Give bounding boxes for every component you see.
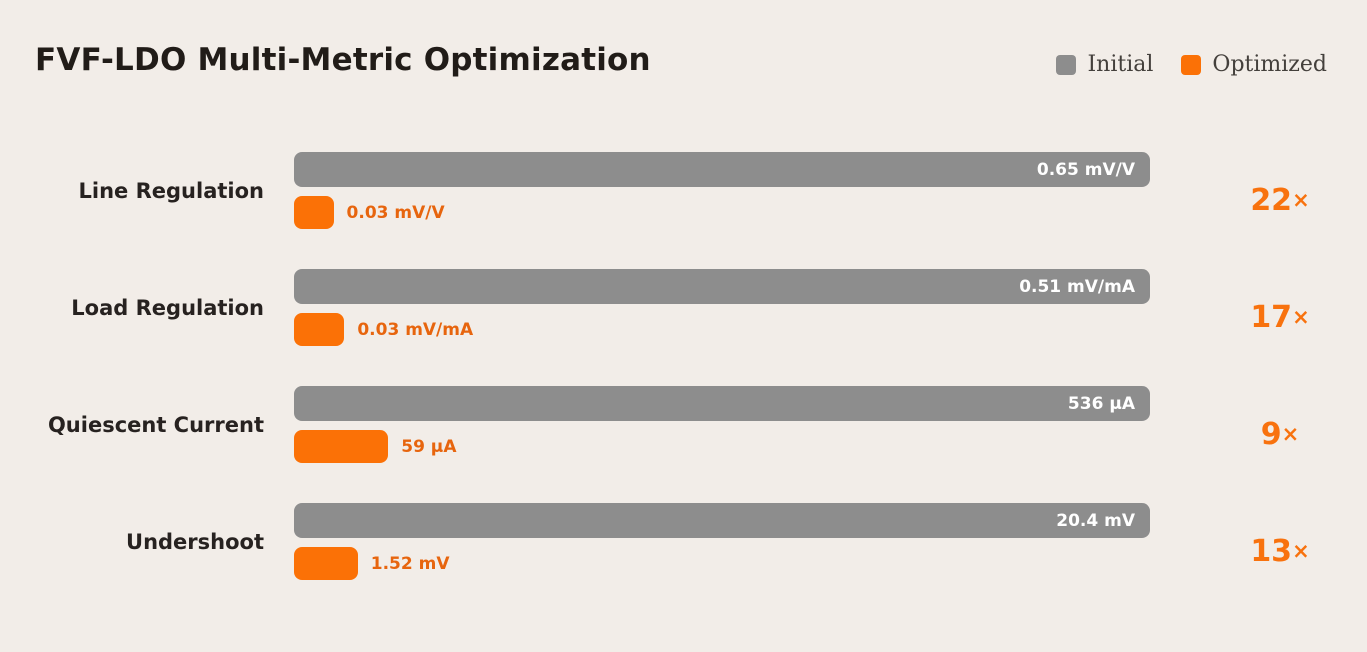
metric-label: Line Regulation [78,178,264,203]
bar-group: 0.51 mV/mA 0.03 mV/mA [294,269,1150,346]
optimized-bar-value: 59 µA [401,436,457,457]
legend-swatch-initial [1056,54,1077,75]
legend-label-initial: Initial [1087,52,1154,77]
metric-row-load-regulation: Load Regulation 0.51 mV/mA 0.03 mV/mA 17… [0,269,1367,346]
optimized-bar [294,430,389,463]
improvement-factor: 13× [1215,534,1345,569]
optimized-bar-track: 0.03 mV/mA [294,313,1150,346]
optimized-bar [294,547,358,580]
improvement-factor-number: 17 [1250,300,1293,335]
improvement-factor: 17× [1215,300,1345,335]
optimized-bar-track: 59 µA [294,430,1150,463]
optimized-bar-track: 1.52 mV [294,547,1150,580]
legend: Initial Optimized [1056,52,1327,77]
initial-bar: 20.4 mV [294,503,1150,538]
legend-swatch-optimized [1181,54,1202,75]
optimized-bar-track: 0.03 mV/V [294,196,1150,229]
times-symbol: × [1281,422,1300,446]
optimized-bar-value: 0.03 mV/mA [357,319,474,340]
optimized-bar [294,196,334,229]
initial-bar-value: 20.4 mV [1056,510,1135,531]
improvement-factor-number: 13 [1250,534,1293,569]
times-symbol: × [1292,539,1310,563]
optimized-bar-value: 1.52 mV [370,553,450,574]
initial-bar-value: 0.65 mV/V [1036,159,1135,180]
metric-row-line-regulation: Line Regulation 0.65 mV/V 0.03 mV/V 22× [0,152,1367,229]
bar-group: 20.4 mV 1.52 mV [294,503,1150,580]
initial-bar: 536 µA [294,386,1150,421]
metric-label: Load Regulation [71,295,264,320]
improvement-factor: 9× [1215,417,1345,452]
metric-row-undershoot: Undershoot 20.4 mV 1.52 mV 13× [0,503,1367,580]
times-symbol: × [1292,305,1310,329]
initial-bar-value: 0.51 mV/mA [1019,276,1135,297]
initial-bar: 0.65 mV/V [294,152,1150,187]
chart-title: FVF-LDO Multi-Metric Optimization [35,42,651,78]
metric-label: Quiescent Current [47,412,264,437]
bar-group: 0.65 mV/V 0.03 mV/V [294,152,1150,229]
legend-item-initial: Initial [1056,52,1153,77]
metric-label: Undershoot [126,529,264,554]
improvement-factor-number: 22 [1250,183,1293,218]
legend-item-optimized: Optimized [1181,52,1327,77]
initial-bar-value: 536 µA [1067,393,1135,414]
metric-row-quiescent-current: Quiescent Current 536 µA 59 µA 9× [0,386,1367,463]
optimized-bar-value: 0.03 mV/V [346,202,445,223]
improvement-factor: 22× [1215,183,1345,218]
improvement-factor-number: 9 [1260,417,1282,452]
legend-label-optimized: Optimized [1212,52,1327,77]
optimized-bar [294,313,345,346]
bar-group: 536 µA 59 µA [294,386,1150,463]
initial-bar: 0.51 mV/mA [294,269,1150,304]
times-symbol: × [1292,188,1310,212]
